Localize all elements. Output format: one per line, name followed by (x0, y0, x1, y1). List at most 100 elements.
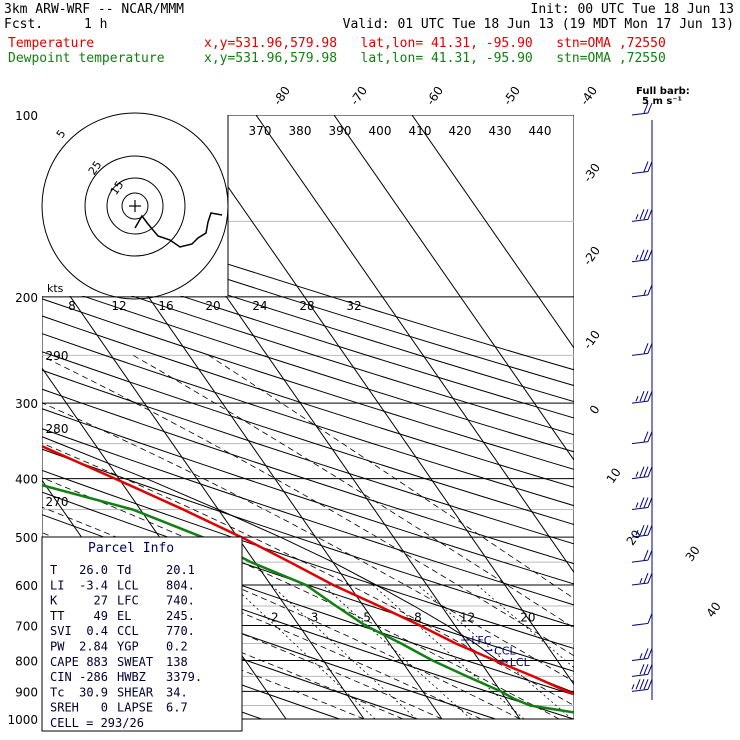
wind-barb-flag (647, 679, 653, 690)
wind-barb-flag (639, 524, 645, 536)
parcel-info-key: SHEAR (117, 685, 154, 699)
forecast-label: Fcst. (4, 17, 44, 32)
moist-adiabat (208, 355, 574, 599)
mixing-ratio-label: 20 (520, 610, 535, 624)
wind-barb-flag (647, 431, 653, 442)
dry-adiabat (42, 217, 574, 387)
moist-adiabat (42, 442, 574, 706)
wind-barb (631, 524, 653, 538)
theta-label-left: 280 (46, 422, 69, 436)
moist-adiabat (42, 532, 482, 720)
parcel-info-title: Parcel Info (88, 541, 174, 556)
dry-adiabat (42, 388, 574, 565)
dry-adiabat (42, 469, 574, 650)
mixing-ratio-label: 2 (271, 610, 279, 624)
dry-adiabat (42, 298, 574, 470)
mixing-ratio-label: 12 (460, 610, 475, 624)
wind-barb-half (639, 577, 643, 584)
hodograph-speed-label: 8 (68, 299, 76, 313)
isotherm-label: -20 (580, 244, 603, 268)
dry-adiabat (42, 315, 574, 488)
wind-barb-flag (639, 209, 645, 220)
wind-barb (631, 679, 653, 692)
wind-barb (631, 249, 653, 263)
wind-barb-half (635, 214, 639, 220)
isotherm-label: 10 (604, 465, 624, 486)
wind-barb (631, 549, 653, 563)
isotherm-label: -60 (423, 84, 446, 108)
isotherm-label: -70 (347, 84, 370, 108)
legend-dewpoint: Dewpoint temperature (8, 51, 165, 66)
moist-adiabat (42, 592, 365, 720)
theta-label-left: 270 (46, 495, 69, 509)
wind-barb-staff (631, 218, 649, 222)
wind-barb-staff (631, 534, 649, 538)
theta-label: 380 (289, 124, 312, 138)
parcel-info-value: 804. (166, 578, 195, 592)
hodograph-speed-label: 20 (205, 299, 220, 313)
parcel-info-key: LFC (117, 594, 139, 608)
theta-label: 400 (369, 124, 392, 138)
isotherm-label: -80 (270, 84, 293, 108)
init-time: Init: 00 UTC Tue 18 Jun 13 (530, 2, 735, 17)
legend-temperature: Temperature (8, 36, 95, 51)
isotherm-label: 30 (683, 543, 703, 564)
wind-barb-flag (635, 679, 641, 690)
hodograph-speed-label: 12 (111, 299, 126, 313)
wind-barb-flag (643, 679, 649, 690)
parcel-info-value: 49 (94, 609, 108, 623)
wind-barb-flag (643, 466, 649, 477)
legend-dewpoint-info: x,y=531.96,579.98 lat,lon= 41.31, -95.90… (204, 51, 666, 66)
hodograph-ring (41, 112, 229, 300)
parcel-info-key: SREH (50, 701, 79, 715)
dry-adiabat (42, 333, 574, 507)
wind-barb-half (635, 254, 639, 260)
valid-time: Valid: 01 UTC Tue 18 Jun 13 (19 MDT Mon … (342, 17, 734, 32)
parcel-info-key: YGP (117, 640, 139, 654)
wind-barb-flag (639, 466, 645, 477)
parcel-info-value: 2.84 (79, 640, 108, 654)
wind-barb-flag (643, 343, 649, 354)
level-marker-label: LFC (471, 634, 491, 647)
dry-adiabat (42, 265, 574, 436)
moist-adiabat (42, 477, 560, 720)
wind-barb-staff (631, 582, 649, 586)
wind-barb-half (639, 653, 643, 659)
wind-barb (631, 664, 653, 677)
wind-barb-flag (647, 466, 653, 477)
moist-adiabat (42, 506, 521, 720)
moist-adiabat (42, 355, 574, 657)
hodograph-ring (84, 155, 186, 257)
wind-barb-staff (631, 112, 649, 116)
wind-barb-half (631, 684, 635, 690)
wind-barb-half (635, 471, 639, 477)
wind-barb-half (635, 529, 639, 536)
parcel-info-key: LAPSE (117, 701, 153, 715)
wind-barb-flag (643, 497, 649, 508)
wind-barb-staff (631, 657, 649, 661)
wind-barb (631, 390, 653, 404)
wind-barb-flag (647, 284, 653, 296)
wind-barb-flag (643, 209, 649, 220)
wind-barb-staff (631, 400, 649, 404)
wind-barb-flag (643, 648, 649, 659)
parcel-info-value: 0.4 (86, 624, 108, 638)
theta-label: 440 (529, 124, 552, 138)
dry-adiabat (42, 202, 574, 371)
forecast-hour: 1 h (84, 17, 108, 32)
model-title: 3km ARW-WRF -- NCAR/MMM (4, 2, 185, 17)
mixing-ratio-label: 3 (311, 610, 319, 624)
wind-barb-flag (643, 524, 649, 536)
mixing-ratio-label: 5 (363, 610, 371, 624)
parcel-info-value: -3.4 (79, 578, 108, 592)
parcel-info-value: 34. (166, 685, 188, 699)
parcel-info-key: SWEAT (117, 655, 153, 669)
wind-barb-flag (647, 102, 653, 114)
wind-barb-staff (631, 673, 649, 677)
hodograph-ring (121, 192, 149, 220)
wind-barb-flag (643, 549, 649, 561)
parcel-info-key: CIN (50, 670, 72, 684)
hodograph-speed-label: 24 (252, 299, 267, 313)
wind-barb-staff (631, 688, 649, 692)
dry-adiabat (42, 351, 574, 526)
